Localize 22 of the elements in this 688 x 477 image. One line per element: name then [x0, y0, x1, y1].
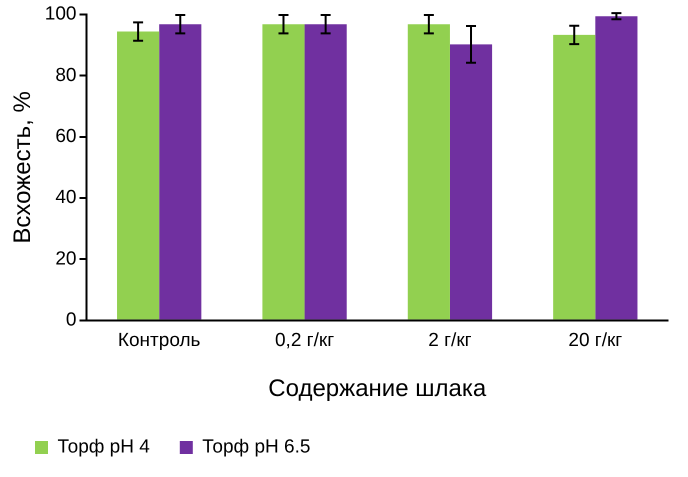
bar: [408, 24, 450, 320]
bar: [304, 24, 347, 320]
bar: [262, 24, 305, 320]
x-axis-title: Содержание шлака: [268, 375, 487, 402]
x-tick-label: 0,2 г/кг: [274, 330, 334, 352]
x-tick-label: 2 г/кг: [428, 330, 472, 352]
y-tick-label: 0: [66, 310, 76, 331]
bar: [117, 32, 160, 320]
y-tick-label: 80: [55, 64, 76, 86]
y-axis-title: Всхожесть, %: [9, 91, 36, 244]
x-tick-label: Контроль: [118, 330, 201, 352]
y-tick-label: 60: [55, 126, 76, 148]
legend-label: Торф pH 6.5: [202, 436, 310, 458]
y-tick-label: 100: [44, 4, 76, 25]
x-tick-label: 20 г/кг: [568, 330, 622, 352]
y-tick-label: 20: [55, 248, 76, 270]
y-tick-label: 40: [55, 187, 76, 208]
bar: [450, 44, 492, 320]
bar: [553, 34, 596, 320]
bar: [595, 16, 638, 320]
bar: [159, 24, 202, 320]
legend-label: Торф pH 4: [58, 436, 150, 458]
